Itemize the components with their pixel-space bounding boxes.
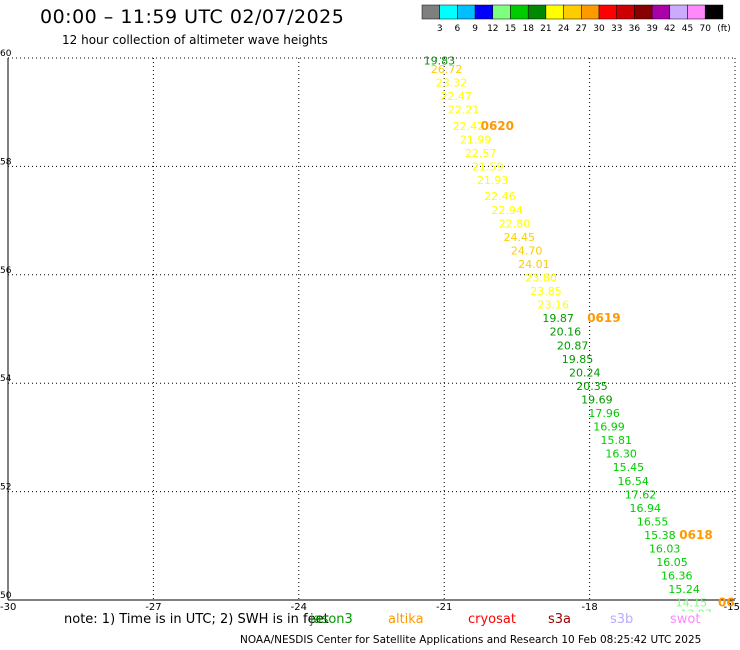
x-tick-label: -27 — [145, 602, 161, 612]
mission-s3a: s3a — [548, 612, 572, 627]
colorbar-label: 9 — [472, 24, 478, 34]
chart-title: 00:00 – 11:59 UTC 02/07/2025 — [40, 6, 345, 28]
wave-height-point: 22.42 — [453, 120, 485, 133]
wave-height-point: 15.38 — [644, 529, 676, 542]
wave-height-point: 23.85 — [530, 285, 562, 298]
wave-height-point: 19.83 — [424, 55, 456, 68]
wave-height-point: 22.47 — [441, 90, 473, 103]
colorbar-label: 30 — [593, 24, 605, 34]
colorbar-label: 15 — [505, 24, 516, 34]
wave-height-point: 22.80 — [499, 217, 531, 230]
x-tick-label: -21 — [436, 602, 452, 612]
wave-height-point: 19.87 — [542, 312, 574, 325]
color-legend: 3 6 9 12 15 18 21 24 27 30 33 36 39 42 45 70 (ft) — [421, 4, 731, 34]
wave-height-point: 16.05 — [656, 556, 688, 569]
wave-height-point: 20.87 — [557, 339, 589, 352]
mission-cryosat: cryosat — [468, 612, 516, 627]
colorbar-label: 18 — [522, 24, 534, 34]
wave-height-point: 22.57 — [465, 147, 497, 160]
colorbar-label: 39 — [646, 24, 658, 34]
x-tick-label: -18 — [581, 602, 597, 612]
pass-time-label: 0620 — [481, 119, 514, 133]
mission-swot: swot — [670, 612, 701, 627]
wave-height-point: 23.16 — [538, 299, 570, 312]
mission-jason3: jason3 — [310, 612, 353, 627]
wave-height-point: 20.24 — [569, 366, 601, 379]
y-tick-label: 54 — [0, 374, 12, 384]
wave-height-point: 16.03 — [649, 543, 681, 556]
wave-height-point: 16.36 — [661, 570, 693, 583]
y-tick-label: 52 — [0, 483, 11, 493]
wave-height-point: 26.72 — [431, 63, 463, 76]
y-tick-label: 58 — [0, 157, 12, 167]
colorbar-label: 27 — [576, 24, 587, 34]
colorbar-label: 33 — [611, 24, 622, 34]
wave-height-point: 19.69 — [581, 394, 613, 407]
wave-height-point: 20.35 — [576, 380, 608, 393]
mission-s3b: s3b — [610, 612, 634, 627]
wave-height-point: 21.59 — [472, 160, 504, 173]
colorbar-label: 70 — [699, 24, 711, 34]
wave-height-point: 23.80 — [525, 272, 557, 285]
wave-height-point: 16.99 — [593, 421, 625, 434]
wave-height-point: 19.85 — [562, 353, 594, 366]
y-tick-label: 56 — [0, 266, 12, 276]
y-tick-label: 60 — [0, 49, 12, 59]
colorbar-label: 42 — [664, 24, 675, 34]
colorbar-label: 36 — [629, 24, 641, 34]
wave-height-point: 21.99 — [460, 133, 492, 146]
colorbar-unit: (ft) — [717, 24, 731, 34]
wave-height-point: 13.97 — [680, 608, 712, 613]
x-tick-label: -15 — [724, 602, 740, 612]
wave-height-point: 16.94 — [630, 502, 662, 515]
wave-height-point: 24.45 — [504, 231, 536, 244]
pass-time-label: 06 — [718, 596, 735, 610]
wave-height-point: 16.54 — [617, 475, 649, 488]
colorbar-label: 12 — [487, 24, 498, 34]
x-tick-label: -30 — [0, 602, 16, 612]
wave-height-point: 20.16 — [550, 326, 582, 339]
chart-subtitle: 12 hour collection of altimeter wave hei… — [62, 33, 328, 47]
colorbar-swatch — [704, 4, 724, 20]
wave-height-point: 16.30 — [605, 448, 637, 461]
colorbar-label: 24 — [558, 24, 570, 34]
pass-time-label: 0618 — [679, 528, 712, 542]
wave-height-point: 21.93 — [477, 174, 509, 187]
wave-height-point: 17.62 — [625, 488, 657, 501]
wave-height-point: 22.46 — [484, 190, 516, 203]
wave-height-point: 16.55 — [637, 515, 669, 528]
wave-height-point: 22.21 — [448, 104, 480, 117]
footer-note: note: 1) Time is in UTC; 2) SWH is in fe… — [64, 612, 329, 627]
wave-height-point: 22.94 — [491, 204, 523, 217]
y-tick-label: 50 — [0, 591, 12, 601]
pass-time-label: 0619 — [587, 311, 620, 325]
wave-height-point: 24.01 — [518, 258, 550, 271]
mission-altika: altika — [388, 612, 424, 627]
wave-height-point: 17.96 — [588, 407, 620, 420]
colorbar-label: 45 — [682, 24, 693, 34]
wave-height-point: 15.45 — [613, 461, 645, 474]
credit-line: NOAA/NESDIS Center for Satellite Applica… — [240, 634, 702, 646]
wave-height-point: 23.32 — [436, 76, 468, 89]
colorbar-label: 21 — [540, 24, 551, 34]
wave-height-point: 15.81 — [601, 434, 633, 447]
wave-height-point: 14.15 — [676, 597, 708, 610]
wave-height-point: 15.24 — [668, 583, 700, 596]
wave-height-point: 24.70 — [511, 244, 543, 257]
colorbar-label: 6 — [455, 24, 461, 34]
colorbar-label: 3 — [437, 24, 443, 34]
wave-height-plot: -30 -27 -24 -21 -18 -15 50 52 54 56 58 60 19.8326.72… — [0, 49, 740, 613]
x-tick-label: -24 — [291, 602, 307, 612]
